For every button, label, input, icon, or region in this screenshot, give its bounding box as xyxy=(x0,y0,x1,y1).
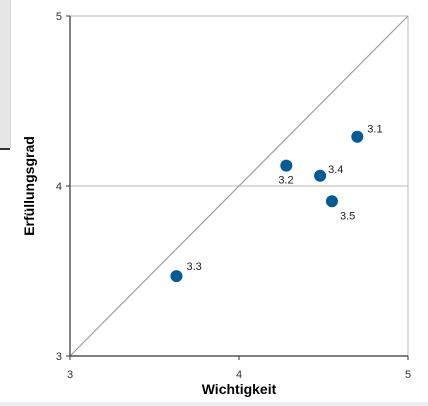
data-label: 3.3 xyxy=(186,261,201,273)
y-tick-label: 3 xyxy=(56,351,62,363)
y-tick-label: 4 xyxy=(56,181,62,193)
data-label: 3.2 xyxy=(278,175,293,187)
left-panel-divider xyxy=(0,148,10,150)
x-axis-label: Wichtigkeit xyxy=(202,381,277,397)
axes xyxy=(66,15,409,360)
diagonal-reference-line xyxy=(69,15,409,357)
data-label: 3.1 xyxy=(367,124,382,136)
left-panel-strip xyxy=(0,0,11,148)
x-tick-label: 3 xyxy=(67,369,73,381)
bottom-bar xyxy=(0,402,428,406)
data-labels: 3.1 3.2 3.4 3.5 3.3 xyxy=(186,124,382,273)
y-tick-label: 5 xyxy=(56,11,62,23)
data-point xyxy=(325,195,338,208)
tick-labels: 3 4 5 3 4 5 xyxy=(56,11,411,381)
data-point xyxy=(314,169,327,182)
data-point xyxy=(280,159,293,172)
x-tick-label: 4 xyxy=(236,369,242,381)
data-points xyxy=(170,130,364,283)
data-point xyxy=(351,130,364,143)
data-label: 3.5 xyxy=(340,210,355,222)
x-tick-label: 5 xyxy=(405,369,411,381)
data-label: 3.4 xyxy=(328,164,343,176)
data-point xyxy=(170,270,183,283)
y-axis-label: Erfüllungsgrad xyxy=(21,136,37,236)
